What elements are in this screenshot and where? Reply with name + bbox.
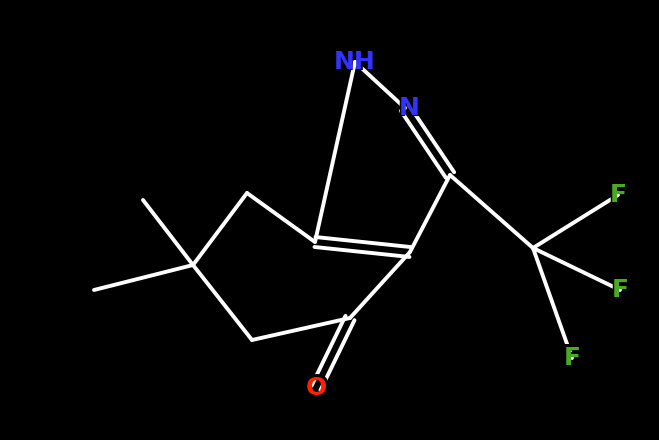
Text: O: O	[305, 376, 327, 400]
Text: F: F	[612, 278, 629, 302]
Text: F: F	[610, 275, 631, 304]
Text: N: N	[399, 96, 419, 120]
Text: NH: NH	[330, 48, 380, 77]
Text: F: F	[610, 183, 627, 207]
Text: F: F	[608, 180, 629, 209]
Text: F: F	[561, 344, 583, 373]
Text: NH: NH	[334, 50, 376, 74]
Text: F: F	[563, 346, 581, 370]
Text: N: N	[396, 93, 422, 122]
Text: O: O	[303, 374, 329, 403]
